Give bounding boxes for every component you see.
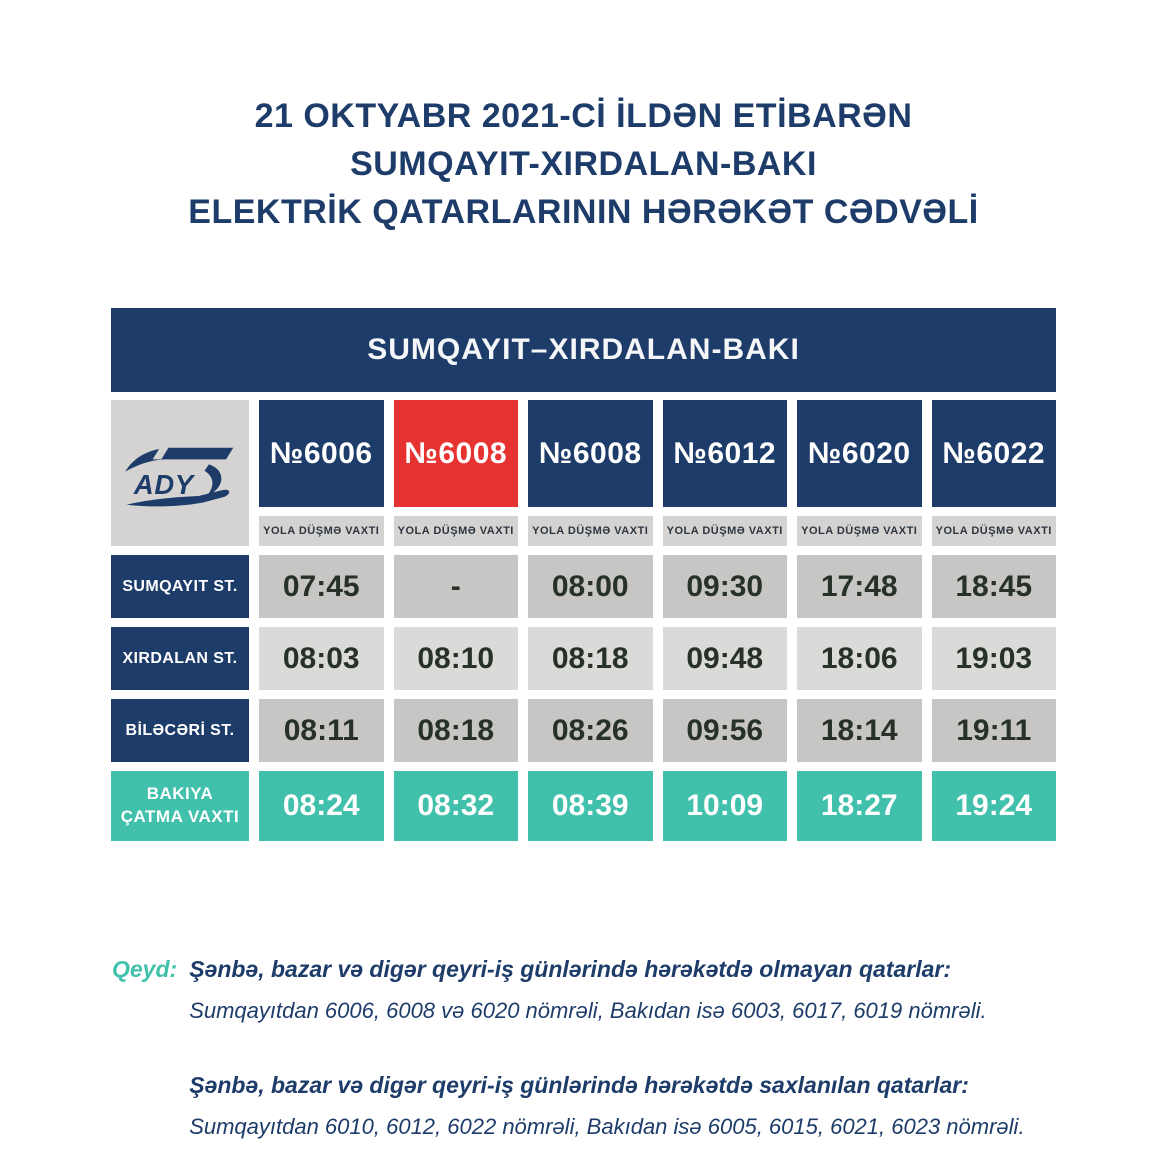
time-cell: 19:03	[931, 627, 1056, 690]
time-cell: 09:48	[662, 627, 787, 690]
time-cell: 17:48	[797, 555, 922, 618]
route-header-label: SUMQAYIT–XIRDALAN-BAKI	[367, 333, 800, 366]
train-number-cell: №6008	[528, 400, 653, 507]
arrival-label-line2: ÇATMA VAXTI	[120, 807, 240, 826]
arrival-time-cell: 19:24	[931, 771, 1056, 841]
departure-time-label: YOLA DÜŞMƏ VAXTI	[259, 516, 384, 546]
timetable: SUMQAYIT–XIRDALAN-BAKI ADY №6006 №6008 №…	[111, 308, 1056, 841]
time-cell: 08:10	[393, 627, 518, 690]
arrival-time-cell: 10:09	[662, 771, 787, 841]
arrival-time-cell: 08:32	[393, 771, 518, 841]
train-number-cell: №6012	[662, 400, 787, 507]
title-line-2: SUMQAYIT-XIRDALAN-BAKI	[350, 145, 817, 183]
note-detail: Sumqayıtdan 6010, 6012, 6022 nömrəli, Ba…	[189, 1114, 1025, 1139]
time-cell: 09:30	[662, 555, 787, 618]
time-cell: 08:26	[528, 699, 653, 762]
notes-label: Qeyd:	[112, 956, 178, 982]
arrival-label: BAKIYA ÇATMA VAXTI	[111, 771, 249, 841]
time-cell: 18:14	[797, 699, 922, 762]
time-cell: 08:03	[259, 627, 384, 690]
station-label-xirdalan: XIRDALAN ST.	[111, 627, 249, 690]
note-heading: Şənbə, bazar və digər qeyri-iş günlərind…	[189, 1072, 969, 1098]
train-number-cell: №6008	[393, 400, 518, 507]
title-line-1: 21 OKTYABR 2021-Cİ İLDƏN ETİBARƏN	[254, 97, 913, 135]
arrival-label-line1: BAKIYA	[146, 784, 214, 804]
station-label-sumqayit: SUMQAYIT ST.	[111, 555, 249, 618]
arrival-time-cell: 18:27	[797, 771, 922, 841]
notes-section: Qeyd: Şənbə, bazar və digər qeyri-iş gün…	[112, 954, 1167, 1142]
train-number-cell: №6022	[931, 400, 1056, 507]
arrival-time-cell: 08:39	[528, 771, 653, 841]
time-cell: -	[393, 555, 518, 618]
station-label-bilecheri: BİLƏCƏRİ ST.	[111, 699, 249, 762]
departure-time-label: YOLA DÜŞMƏ VAXTI	[662, 516, 787, 546]
page-title: 21 OKTYABR 2021-Cİ İLDƏN ETİBARƏN SUMQAY…	[0, 0, 1167, 236]
departure-time-label: YOLA DÜŞMƏ VAXTI	[797, 516, 922, 546]
departure-time-label: YOLA DÜŞMƏ VAXTI	[528, 516, 653, 546]
time-cell: 08:11	[259, 699, 384, 762]
time-cell: 18:06	[797, 627, 922, 690]
timetable-grid: ADY №6006 №6008 №6008 №6012 №6020 №6022 …	[111, 400, 1056, 841]
time-cell: 08:18	[393, 699, 518, 762]
departure-time-label: YOLA DÜŞMƏ VAXTI	[931, 516, 1056, 546]
time-cell: 08:18	[528, 627, 653, 690]
route-header: SUMQAYIT–XIRDALAN-BAKI	[111, 308, 1056, 392]
time-cell: 19:11	[931, 699, 1056, 762]
time-cell: 18:45	[931, 555, 1056, 618]
ady-logo-text: ADY	[133, 469, 196, 500]
note-item: Şənbə, bazar və digər qeyri-iş günlərind…	[189, 954, 1024, 1026]
time-cell: 07:45	[259, 555, 384, 618]
time-cell: 09:56	[662, 699, 787, 762]
note-item: Şənbə, bazar və digər qeyri-iş günlərind…	[189, 1070, 1024, 1142]
note-detail: Sumqayıtdan 6006, 6008 və 6020 nömrəli, …	[189, 998, 987, 1023]
departure-time-label: YOLA DÜŞMƏ VAXTI	[393, 516, 518, 546]
notes-list: Şənbə, bazar və digər qeyri-iş günlərind…	[189, 954, 1024, 1142]
train-number-cell: №6020	[797, 400, 922, 507]
train-number-cell: №6006	[259, 400, 384, 507]
title-line-3: ELEKTRİK QATARLARININ HƏRƏKƏT CƏDVƏLİ	[188, 193, 979, 231]
ady-logo-cell: ADY	[111, 400, 249, 546]
time-cell: 08:00	[528, 555, 653, 618]
arrival-time-cell: 08:24	[259, 771, 384, 841]
ady-railways-logo-icon: ADY	[125, 447, 234, 507]
note-heading: Şənbə, bazar və digər qeyri-iş günlərind…	[189, 956, 952, 982]
